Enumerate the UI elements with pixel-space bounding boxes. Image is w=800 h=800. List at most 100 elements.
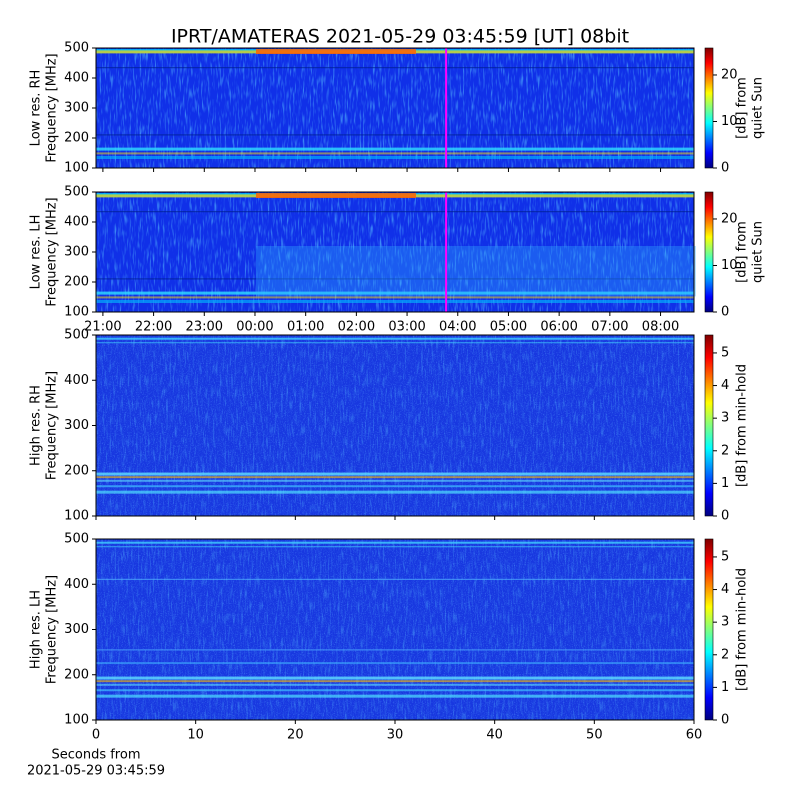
heatmap-band xyxy=(96,676,694,680)
colorbar-tick-label: 3 xyxy=(721,411,729,426)
x-axis-label: 2021-05-29 03:45:59 xyxy=(27,764,165,779)
y-tick-label: 200 xyxy=(64,275,89,290)
x-tick-label: 07:00 xyxy=(591,320,628,335)
colorbar-label: [dB] from xyxy=(735,77,750,139)
colorbar-tick-label: 5 xyxy=(721,345,729,360)
chart-title: IPRT/AMATERAS 2021-05-29 03:45:59 [UT] 0… xyxy=(171,26,629,48)
heatmap-band xyxy=(96,479,694,482)
y-axis-label: Frequency [MHz] xyxy=(45,53,60,162)
heatmap-band xyxy=(96,211,694,213)
y-tick-label: 400 xyxy=(64,373,89,388)
colorbar xyxy=(704,334,714,517)
colorbar xyxy=(704,191,714,313)
y-tick-label: 500 xyxy=(64,185,89,200)
x-tick-label: 50 xyxy=(586,728,603,743)
colorbar-label: [dB] from min-hold xyxy=(735,364,750,487)
x-tick-label: 10 xyxy=(187,728,204,743)
heatmap-band xyxy=(96,476,694,479)
colorbar-tick-label: 0 xyxy=(721,713,729,728)
x-tick-label: 05:00 xyxy=(490,320,527,335)
x-tick-label: 20 xyxy=(287,728,304,743)
colorbar-tick-label: 10 xyxy=(721,114,738,129)
y-axis-label: High res. RH xyxy=(29,385,44,466)
y-tick-label: 300 xyxy=(64,245,89,260)
y-tick-label: 400 xyxy=(64,71,89,86)
colorbar-tick-label: 10 xyxy=(721,258,738,273)
colorbar-tick-label: 5 xyxy=(721,549,729,564)
colorbar-tick-label: 4 xyxy=(721,378,729,393)
y-tick-label: 100 xyxy=(64,509,89,524)
heatmap-speckle xyxy=(96,335,694,516)
colorbar-tick-label: 0 xyxy=(721,305,729,320)
x-tick-label: 23:00 xyxy=(186,320,223,335)
x-tick-label: 02:00 xyxy=(338,320,375,335)
colorbar-label: [dB] from xyxy=(735,221,750,283)
heatmap-band xyxy=(96,296,694,299)
heatmap-band xyxy=(96,683,694,686)
x-tick-label: 40 xyxy=(486,728,503,743)
heatmap-band xyxy=(96,694,694,698)
colorbar-tick-label: 0 xyxy=(721,509,729,524)
heatmap-band xyxy=(96,337,694,340)
y-tick-label: 300 xyxy=(64,418,89,433)
heatmap-glow xyxy=(256,246,696,297)
x-tick-label: 21:00 xyxy=(84,320,121,335)
colorbar-tick-label: 2 xyxy=(721,443,729,458)
x-tick-label: 30 xyxy=(387,728,404,743)
y-tick-label: 400 xyxy=(64,215,89,230)
heatmap-band xyxy=(96,546,694,548)
y-tick-label: 100 xyxy=(64,305,89,320)
colorbar-tick-label: 1 xyxy=(721,680,729,695)
colorbar-tick-label: 4 xyxy=(721,582,729,597)
heatmap-band xyxy=(96,152,694,155)
y-axis-label: Frequency [MHz] xyxy=(45,575,60,684)
colorbar-label: [dB] from min-hold xyxy=(735,568,750,691)
heatmap-hot xyxy=(256,193,416,198)
heatmap-band xyxy=(96,680,694,683)
heatmap-band xyxy=(96,278,694,280)
colorbar-tick-label: 20 xyxy=(721,67,738,82)
y-tick-label: 200 xyxy=(64,667,89,682)
heatmap-band xyxy=(96,578,694,580)
heatmap-band xyxy=(96,490,694,494)
heatmap-band xyxy=(96,156,694,159)
y-tick-label: 100 xyxy=(64,713,89,728)
heatmap-band xyxy=(96,300,694,303)
x-tick-label: 04:00 xyxy=(439,320,476,335)
colorbar-label: quiet Sun xyxy=(751,221,766,283)
heatmap-band xyxy=(96,342,694,344)
colorbar xyxy=(704,47,714,169)
heatmap-band xyxy=(96,662,694,665)
heatmap-band xyxy=(96,67,694,69)
x-tick-label: 22:00 xyxy=(135,320,172,335)
colorbar-label: quiet Sun xyxy=(751,77,766,139)
x-tick-label: 08:00 xyxy=(642,320,679,335)
x-tick-label: 00:00 xyxy=(236,320,273,335)
y-tick-label: 500 xyxy=(64,41,89,56)
x-tick-label: 60 xyxy=(686,728,703,743)
y-tick-label: 500 xyxy=(64,328,89,343)
y-axis-label: Low res. RH xyxy=(29,70,44,147)
y-tick-label: 400 xyxy=(64,577,89,592)
heatmap-hot xyxy=(256,49,416,54)
y-axis-label: Frequency [MHz] xyxy=(45,371,60,480)
x-tick-label: 06:00 xyxy=(540,320,577,335)
colorbar-tick-label: 2 xyxy=(721,647,729,662)
x-tick-label: 01:00 xyxy=(287,320,324,335)
heatmap-band xyxy=(96,472,694,476)
y-axis-label: Low res. LH xyxy=(29,215,44,290)
heatmap-band xyxy=(96,649,694,651)
y-tick-label: 500 xyxy=(64,532,89,547)
colorbar-tick-label: 0 xyxy=(721,161,729,176)
x-axis-label: Seconds from xyxy=(51,748,140,763)
y-tick-label: 300 xyxy=(64,622,89,637)
y-axis-label: Frequency [MHz] xyxy=(45,197,60,306)
colorbar-tick-label: 20 xyxy=(721,211,738,226)
y-axis-label: High res. LH xyxy=(29,590,44,669)
y-tick-label: 300 xyxy=(64,101,89,116)
colorbar xyxy=(704,538,714,721)
heatmap-band xyxy=(96,485,694,488)
colorbar-tick-label: 1 xyxy=(721,476,729,491)
x-tick-label: 03:00 xyxy=(388,320,425,335)
